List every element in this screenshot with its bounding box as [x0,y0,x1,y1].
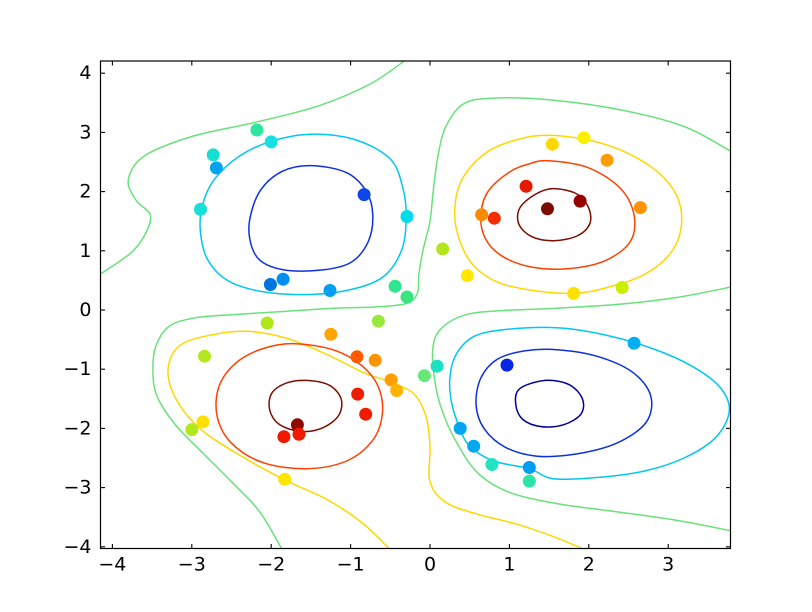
data-point [196,415,210,429]
contour-line-yellow-lower-left-open [167,330,584,549]
data-point [467,439,481,453]
ticks-group [100,61,731,549]
data-point [633,201,647,215]
data-point [384,373,398,387]
contour-line-cyan-upper-left-loop [199,133,407,296]
contour-line-green-middle-open [152,97,731,549]
data-point [292,427,306,441]
x-tick-label: −1 [337,554,365,576]
tick-labels-group: −4 −3 −2 −1 0 1 2 3 −4 −3 −2 −1 0 1 2 3 4 [63,62,674,575]
scatter-points-group [185,123,647,488]
x-tick-label: −2 [257,554,285,576]
data-point [417,369,431,383]
x-tick-label: 0 [424,554,436,576]
y-tick-label: 1 [79,240,91,262]
contour-line-blue-lower-right-loop [475,348,653,458]
data-point [541,202,554,216]
data-point [400,210,414,223]
data-point [500,358,514,372]
data-point [600,153,614,167]
data-point [276,272,290,286]
data-point [390,384,404,397]
data-point [198,349,211,363]
data-point [453,421,467,435]
y-tick-label: −2 [63,417,91,439]
data-point [194,202,207,216]
data-point [368,353,382,367]
data-point [350,350,364,364]
data-point [277,430,291,444]
data-point [357,188,371,202]
data-point [250,123,264,137]
contour-line-cyan-lower-right-loop [448,326,731,481]
contour-line-green-upper-left-open [100,61,406,275]
y-tick-label: −1 [63,358,91,380]
data-point [487,211,501,225]
data-point [436,242,450,256]
data-point [323,284,337,297]
data-point [388,279,402,293]
data-point [460,269,474,283]
data-point [278,472,292,486]
data-point [371,314,385,328]
data-point [475,208,489,222]
data-point [519,179,533,193]
x-tick-label: −3 [178,554,206,576]
contour-lines-group [100,61,731,549]
data-point [430,359,444,373]
data-point [627,336,641,350]
data-point [185,423,199,437]
x-tick-label: 1 [503,554,515,576]
contour-line-blue-upper-left-loop [248,164,374,272]
y-tick-label: 2 [79,181,91,203]
x-tick-label: 3 [662,554,674,576]
x-tick-label: 2 [583,554,595,576]
contour-line-orangered-lower-left-loop [215,342,384,470]
contour-line-orangered-upper-right-loop [479,159,636,270]
data-point [359,407,373,421]
x-tick-label: −4 [98,554,126,576]
data-point [264,135,278,149]
data-point [209,161,223,175]
data-point [567,286,581,300]
y-tick-label: 4 [79,62,91,84]
y-tick-label: −4 [63,536,91,558]
data-point [206,148,220,162]
data-point [545,137,559,151]
contour-line-yellow-upper-right-loop [453,134,683,295]
contour-line-navy-lower-right-loop [514,379,585,428]
data-point [522,474,536,488]
y-tick-label: 0 [79,299,91,321]
data-point [615,281,629,294]
data-point [260,316,274,330]
contour-line-green-lower-right-open [431,286,731,532]
data-point [485,458,499,471]
data-point [324,327,338,341]
data-point [577,131,591,145]
data-point [351,387,365,401]
data-point [522,461,536,474]
axes-frame [99,60,732,550]
data-point [573,194,587,208]
contour-line-maroon-upper-right-loop [516,187,592,242]
y-tick-label: 3 [79,121,91,143]
y-tick-label: −3 [63,477,91,499]
contour-line-maroon-lower-left-loop [268,379,343,433]
data-point [263,278,277,291]
data-point [400,290,414,304]
